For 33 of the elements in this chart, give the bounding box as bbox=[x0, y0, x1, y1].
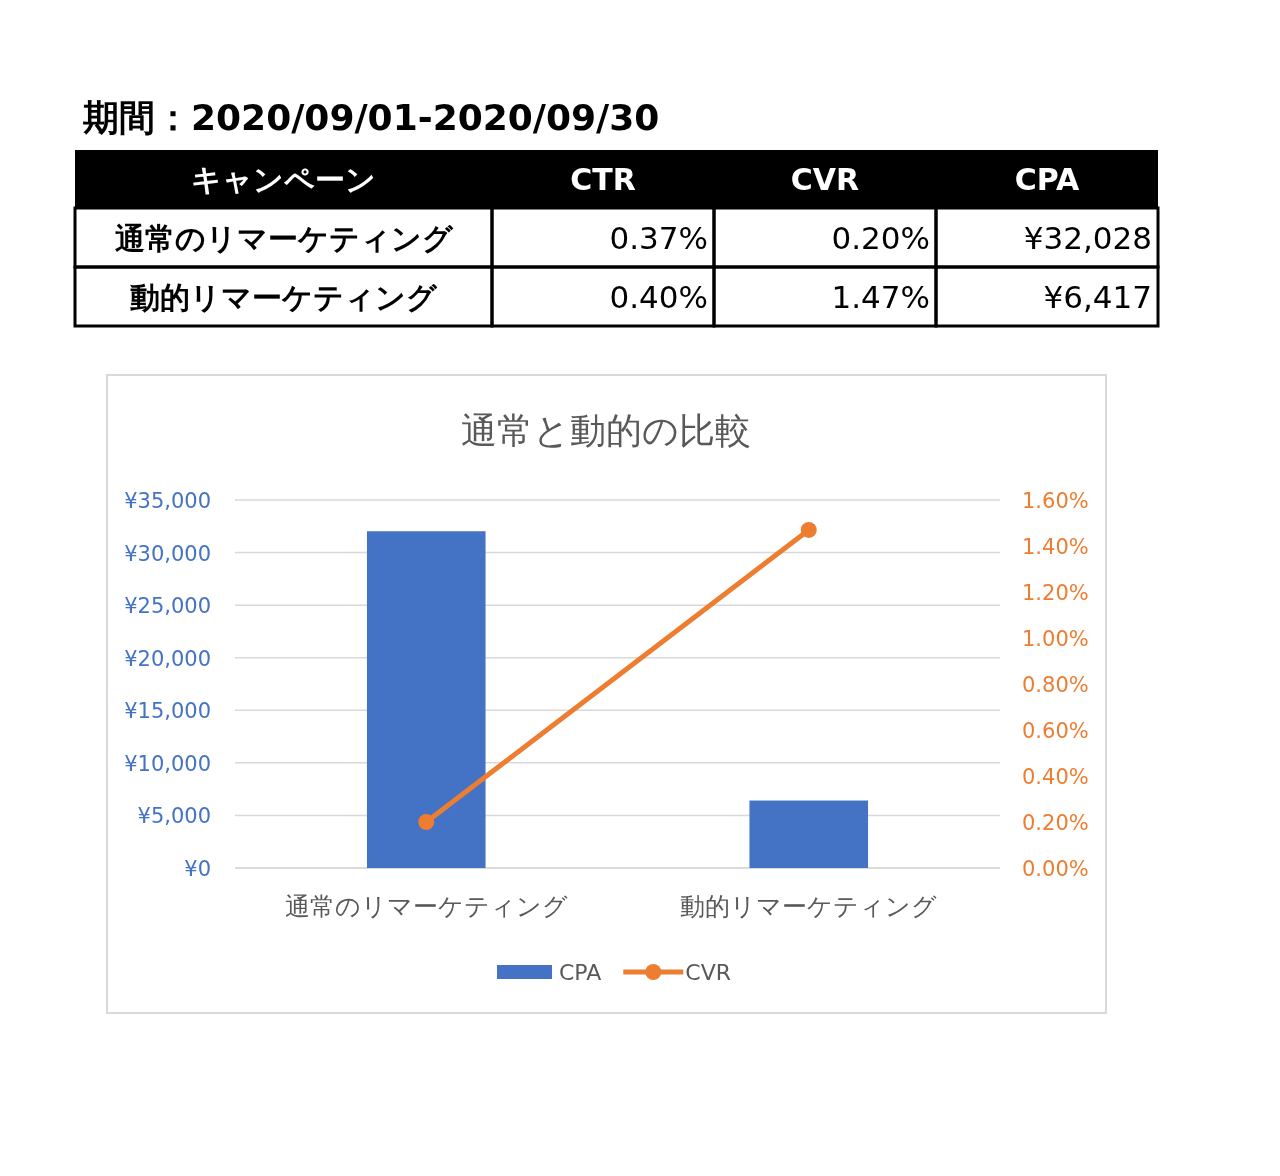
y-tick-label: ¥20,000 bbox=[124, 646, 211, 671]
text: 1.47% bbox=[831, 278, 930, 315]
y-tick-label: ¥35,000 bbox=[124, 489, 211, 513]
text: CVR bbox=[790, 162, 860, 197]
y2-tick-label: 1.00% bbox=[1022, 627, 1089, 651]
text: ¥32,028 bbox=[1023, 219, 1152, 256]
text: 0.20% bbox=[831, 219, 930, 256]
legend-label: CPA bbox=[559, 960, 602, 985]
y2-tick-label: 1.60% bbox=[1022, 489, 1089, 513]
y-tick-label: ¥0 bbox=[184, 857, 211, 881]
y2-tick-label: 0.60% bbox=[1022, 719, 1089, 743]
text: CTR bbox=[570, 162, 636, 197]
y2-tick-label: 0.20% bbox=[1022, 811, 1089, 835]
text: CPA bbox=[1014, 162, 1081, 197]
y2-tick-label: 1.20% bbox=[1022, 581, 1089, 605]
y-tick-label: ¥15,000 bbox=[124, 699, 211, 724]
y2-tick-label: 0.40% bbox=[1022, 765, 1089, 789]
text: 通常のリマーケティング bbox=[114, 220, 454, 256]
legend-label: CVR bbox=[685, 960, 731, 985]
y-tick-label: ¥25,000 bbox=[124, 594, 211, 619]
text: 0.40% bbox=[609, 278, 708, 315]
y2-tick-label: 0.00% bbox=[1022, 857, 1089, 881]
y2-tick-label: 0.80% bbox=[1022, 673, 1089, 697]
y-tick-label: ¥30,000 bbox=[124, 541, 211, 566]
chart-title: 通常と動的の比較 bbox=[461, 410, 751, 451]
y-tick-label: ¥5,000 bbox=[137, 804, 211, 829]
text: 期間：2020/09/01-2020/09/30 bbox=[83, 97, 660, 138]
y-tick-label: ¥10,000 bbox=[124, 751, 211, 776]
y2-tick-label: 1.40% bbox=[1022, 535, 1089, 559]
text: 動的リマーケティング bbox=[130, 279, 438, 315]
text: 0.37% bbox=[609, 219, 708, 256]
text: ¥6,417 bbox=[1043, 278, 1152, 315]
text: キャンペーン bbox=[191, 162, 376, 197]
